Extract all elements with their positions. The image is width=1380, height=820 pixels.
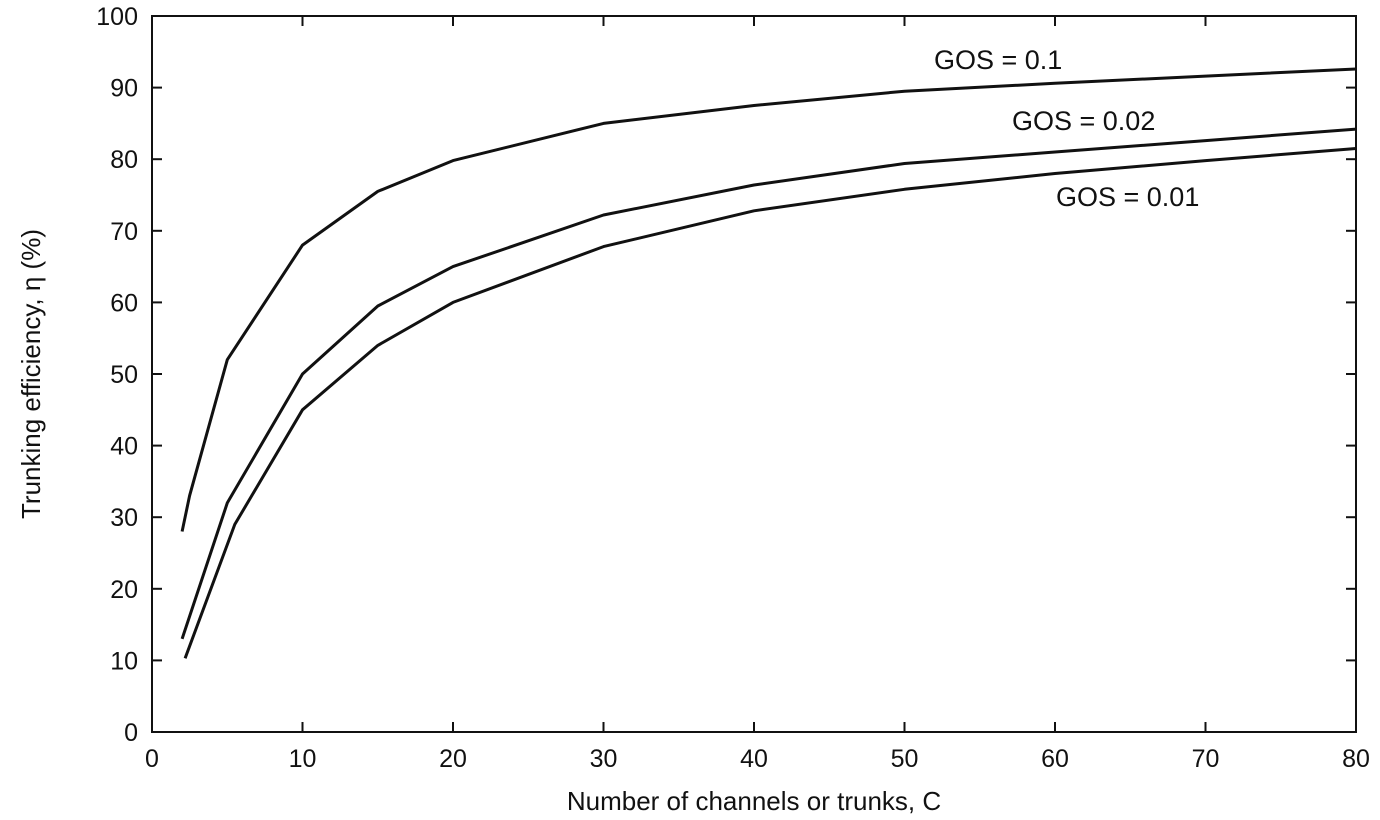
y-tick-label: 0	[124, 719, 138, 747]
x-axis: 0 10 20 30 40 50 60 70 80	[145, 16, 1370, 773]
x-tick-label: 10	[289, 745, 317, 773]
series-line-1	[180, 127, 1357, 640]
y-tick-label: 40	[110, 433, 138, 461]
y-tick-label: 70	[110, 218, 138, 246]
x-tick-label: 0	[145, 745, 159, 773]
series-label-gos-0-1: GOS = 0.1	[934, 45, 1062, 75]
series-lines	[180, 67, 1357, 659]
y-tick-label: 90	[110, 75, 138, 103]
y-tick-label: 60	[110, 289, 138, 317]
y-tick-label: 100	[96, 3, 138, 31]
series-label-gos-0-01: GOS = 0.01	[1056, 182, 1199, 212]
x-tick-label: 60	[1041, 745, 1069, 773]
series-labels: GOS = 0.1 GOS = 0.02 GOS = 0.01	[934, 45, 1199, 212]
x-axis-label: Number of channels or trunks, C	[567, 786, 941, 816]
plot-frame	[151, 15, 1357, 733]
x-tick-label: 30	[590, 745, 618, 773]
y-tick-label: 20	[110, 576, 138, 604]
y-tick-label: 80	[110, 146, 138, 174]
series-line-0	[180, 67, 1357, 532]
x-tick-label: 50	[891, 745, 919, 773]
y-tick-label: 10	[110, 647, 138, 675]
x-tick-label: 40	[740, 745, 768, 773]
y-axis: 0 10 20 30 40 50 60 70 80 90 100	[96, 3, 1356, 747]
series-line-2	[183, 147, 1357, 659]
y-axis-label: Trunking efficiency, η (%)	[16, 229, 46, 519]
series-label-gos-0-02: GOS = 0.02	[1012, 106, 1155, 136]
x-tick-label: 70	[1192, 745, 1220, 773]
x-tick-label: 20	[439, 745, 467, 773]
y-tick-label: 30	[110, 504, 138, 532]
y-tick-label: 50	[110, 361, 138, 389]
x-tick-label: 80	[1342, 745, 1370, 773]
